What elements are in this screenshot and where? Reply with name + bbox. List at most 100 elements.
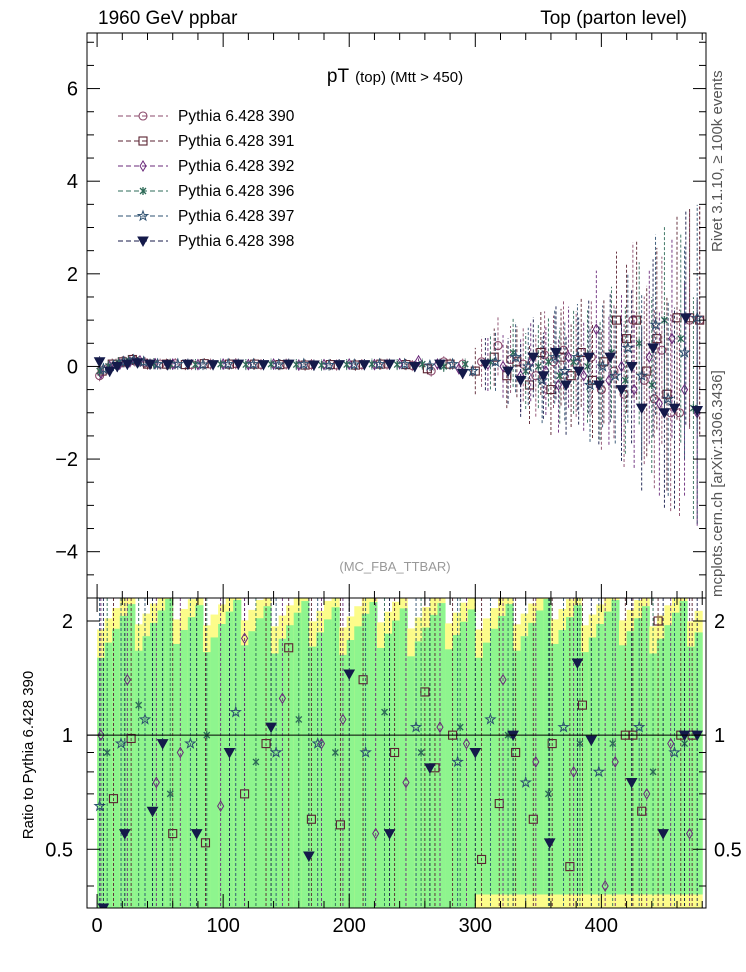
series-4 <box>96 225 697 520</box>
ratio-point <box>383 829 396 840</box>
ratio-point <box>138 712 152 725</box>
ratio-ytick-label-right: 1 <box>714 725 725 747</box>
ratio-point <box>653 616 663 626</box>
ratio-point <box>114 737 128 749</box>
ratio-point <box>557 720 570 733</box>
data-point <box>534 362 542 371</box>
ratio-point <box>359 745 372 758</box>
ratio-point <box>601 880 609 892</box>
data-point <box>455 362 463 375</box>
ratio-point <box>543 838 556 849</box>
ratio-point <box>667 737 675 750</box>
band-inner <box>558 629 567 895</box>
data-point <box>373 357 386 370</box>
data-point <box>611 315 622 325</box>
data-point <box>554 378 563 391</box>
band-inner <box>611 600 620 895</box>
data-point <box>161 360 174 371</box>
legend-swatch <box>118 136 168 146</box>
ratio-point <box>200 838 211 848</box>
data-point <box>609 369 622 382</box>
ratio-point <box>544 789 552 798</box>
data-point <box>171 357 184 370</box>
band-inner <box>528 622 537 895</box>
band-inner <box>293 612 302 908</box>
band-inner <box>399 608 408 908</box>
data-point <box>548 350 561 363</box>
band-inner <box>505 604 514 895</box>
data-point <box>121 359 134 371</box>
data-point <box>514 375 527 387</box>
ratio-point <box>499 673 507 686</box>
band-inner <box>316 632 325 908</box>
data-point <box>461 360 469 369</box>
ratio-point <box>146 806 159 818</box>
ratio-point <box>477 854 487 865</box>
xtick-label: 100 <box>206 915 239 937</box>
band-inner <box>112 628 121 908</box>
data-point <box>592 380 605 391</box>
ratio-point <box>519 775 532 788</box>
ratio-point <box>306 814 316 824</box>
data-point <box>272 358 285 370</box>
ratio-series-4 <box>93 598 681 908</box>
ratio-point <box>168 829 178 839</box>
data-point <box>657 345 667 355</box>
main-ytick-label: 2 <box>67 264 78 286</box>
data-point <box>621 376 629 385</box>
band-inner <box>248 631 257 908</box>
data-point <box>550 348 562 359</box>
data-point <box>691 405 704 417</box>
band-inner <box>687 646 696 895</box>
ratio-point <box>331 748 339 757</box>
band-inner <box>119 615 128 908</box>
data-point <box>282 359 295 371</box>
data-point <box>434 359 446 371</box>
data-point <box>207 360 219 371</box>
band-inner <box>550 643 559 895</box>
data-point <box>103 366 116 378</box>
xtick-label: 300 <box>459 915 492 937</box>
data-point <box>242 360 250 369</box>
data-point <box>232 359 245 371</box>
band-inner <box>324 619 333 908</box>
ratio-point <box>152 776 160 789</box>
band-inner <box>255 618 264 908</box>
band-inner <box>513 650 522 895</box>
ratio-panel: 0.5 0.5 1 1 2 2 0 100 200 300 400 <box>45 597 742 937</box>
band-inner <box>180 629 189 908</box>
legend-marker <box>138 136 148 146</box>
ratio-point <box>436 721 444 734</box>
data-point <box>499 360 507 373</box>
ratio-point <box>592 765 606 778</box>
data-point <box>221 357 235 370</box>
legend-label: Pythia 6.428 397 <box>178 208 295 225</box>
ratio-point <box>252 757 260 766</box>
data-point <box>358 360 371 371</box>
data-point <box>584 362 591 371</box>
data-point <box>582 352 595 364</box>
band-inner <box>543 599 552 895</box>
data-point <box>635 403 648 415</box>
data-point <box>649 318 662 331</box>
band-inner <box>187 617 196 908</box>
data-point <box>622 334 632 344</box>
band-inner <box>475 657 484 895</box>
ratio-point <box>577 700 588 710</box>
data-point <box>648 380 656 389</box>
band-inner <box>656 638 665 895</box>
ratio-point <box>339 713 347 726</box>
data-point <box>423 358 437 371</box>
xtick-label: 400 <box>585 915 618 937</box>
main-panel: −4 −2 0 2 4 6 <box>55 32 707 599</box>
ratio-point <box>469 747 482 759</box>
main-ytick-label: 4 <box>67 171 78 193</box>
band-inner <box>497 615 507 895</box>
data-point <box>571 350 584 363</box>
band-inner <box>641 606 650 895</box>
band-inner <box>414 641 423 908</box>
data-point <box>531 371 541 381</box>
legend-marker <box>137 236 149 248</box>
band-inner <box>588 637 597 895</box>
data-point <box>509 350 522 363</box>
